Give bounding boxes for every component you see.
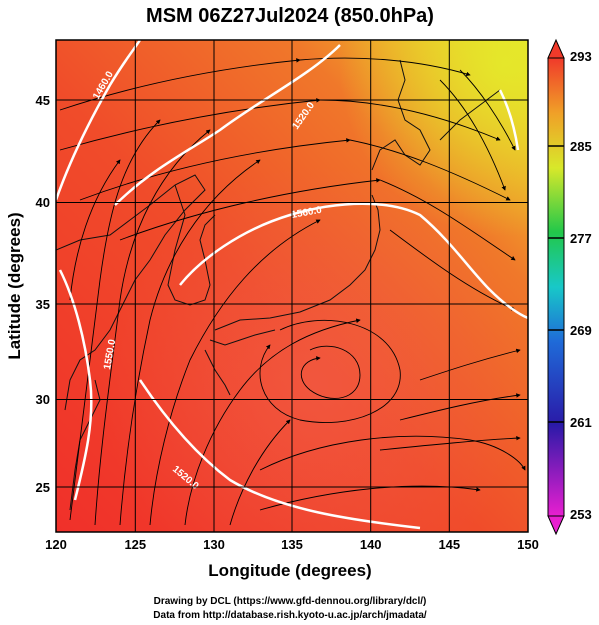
credit-drawing: Drawing by DCL (https://www.gfd-dennou.o… — [154, 596, 427, 607]
plot-area: 1460.0 1520.0 1560.0 1550.0 1520.0 — [56, 40, 528, 532]
colorbar-gradient — [547, 57, 565, 517]
y-tick-labels: 25 30 35 40 45 — [36, 93, 50, 495]
contour-label: 1550.0 — [102, 338, 118, 370]
y-tick-label: 45 — [36, 93, 50, 108]
x-tick-label: 120 — [45, 537, 67, 552]
grid-lines — [56, 40, 528, 532]
x-tick-label: 150 — [517, 537, 539, 552]
x-tick-label: 145 — [438, 537, 460, 552]
x-axis-label: Longitude (degrees) — [208, 561, 371, 580]
colorbar-min-arrow — [547, 515, 565, 536]
colorbar-tick-label: 277 — [570, 231, 592, 246]
colorbar-tick-label: 261 — [570, 415, 592, 430]
contour-label: 1560.0 — [291, 205, 323, 221]
credit-data: Data from http://database.rish.kyoto-u.a… — [153, 610, 427, 621]
y-axis-label: Latitude (degrees) — [5, 212, 24, 359]
colorbar-tick-label: 285 — [570, 139, 592, 154]
y-tick-label: 35 — [36, 297, 50, 312]
y-tick-label: 30 — [36, 392, 50, 407]
colorbar-max-arrow — [547, 38, 565, 59]
x-tick-label: 130 — [203, 537, 225, 552]
plot-frame — [55, 39, 529, 533]
coastlines — [56, 59, 501, 511]
y-tick-label: 25 — [36, 480, 50, 495]
colorbar-tick-label: 269 — [570, 323, 592, 338]
chart-title: MSM 06Z27Jul2024 (850.0hPa) — [146, 5, 434, 27]
colorbar-tick-label: 293 — [570, 49, 592, 64]
height-contours — [56, 40, 528, 530]
colorbar: 293 285 277 269 261 253 — [547, 38, 592, 536]
x-tick-labels: 120 125 130 135 140 145 150 — [45, 537, 539, 552]
x-tick-label: 125 — [124, 537, 146, 552]
x-tick-label: 135 — [281, 537, 303, 552]
x-tick-label: 140 — [360, 537, 382, 552]
y-tick-label: 40 — [36, 195, 50, 210]
colorbar-tick-label: 253 — [570, 507, 592, 522]
